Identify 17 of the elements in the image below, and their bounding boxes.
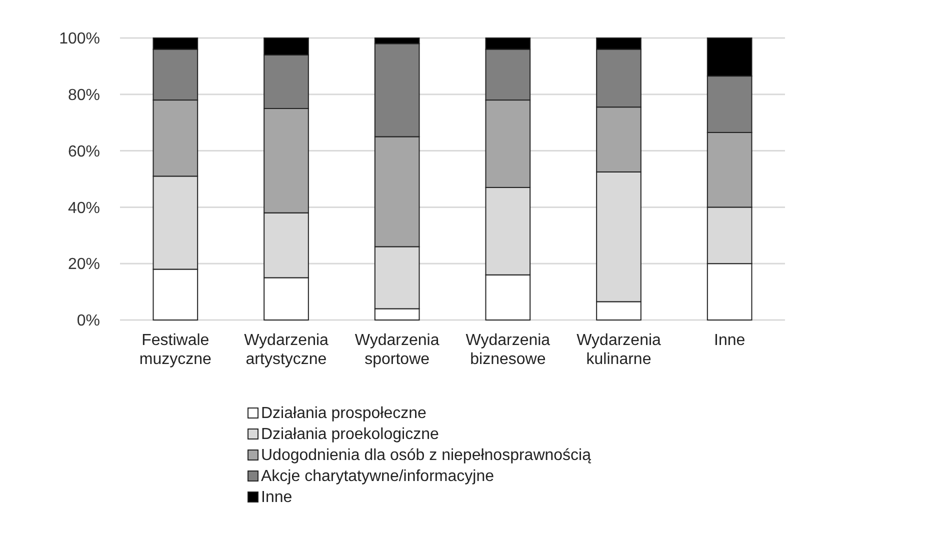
legend-label: Akcje charytatywne/informacyjne [261,468,494,485]
y-tick-label: 40% [68,200,100,217]
x-tick-label: Wydarzenia biznesowe [466,332,550,368]
y-tick-label: 60% [68,143,100,160]
legend-label: Działania prospołeczne [261,405,427,422]
x-tick-label: Festiwale muzyczne [139,332,212,368]
x-tick-label: Wydarzenia artystyczne [244,332,329,368]
x-tick-label: Wydarzenia sportowe [354,332,440,368]
legend-label: Działania proekologiczne [261,426,439,443]
legend-label: Inne [261,489,292,506]
legend-label: Udogodnienia dla osób z niepełnosprawnością [261,447,592,464]
y-tick-label: 0% [76,312,100,330]
y-tick-label: 20% [68,256,100,274]
x-tick-label: Wydarzenia kulinarne [576,332,662,368]
x-tick-label: Inne [714,332,746,349]
y-tick-label: 80% [68,87,100,104]
y-tick-label: 100% [59,30,100,48]
